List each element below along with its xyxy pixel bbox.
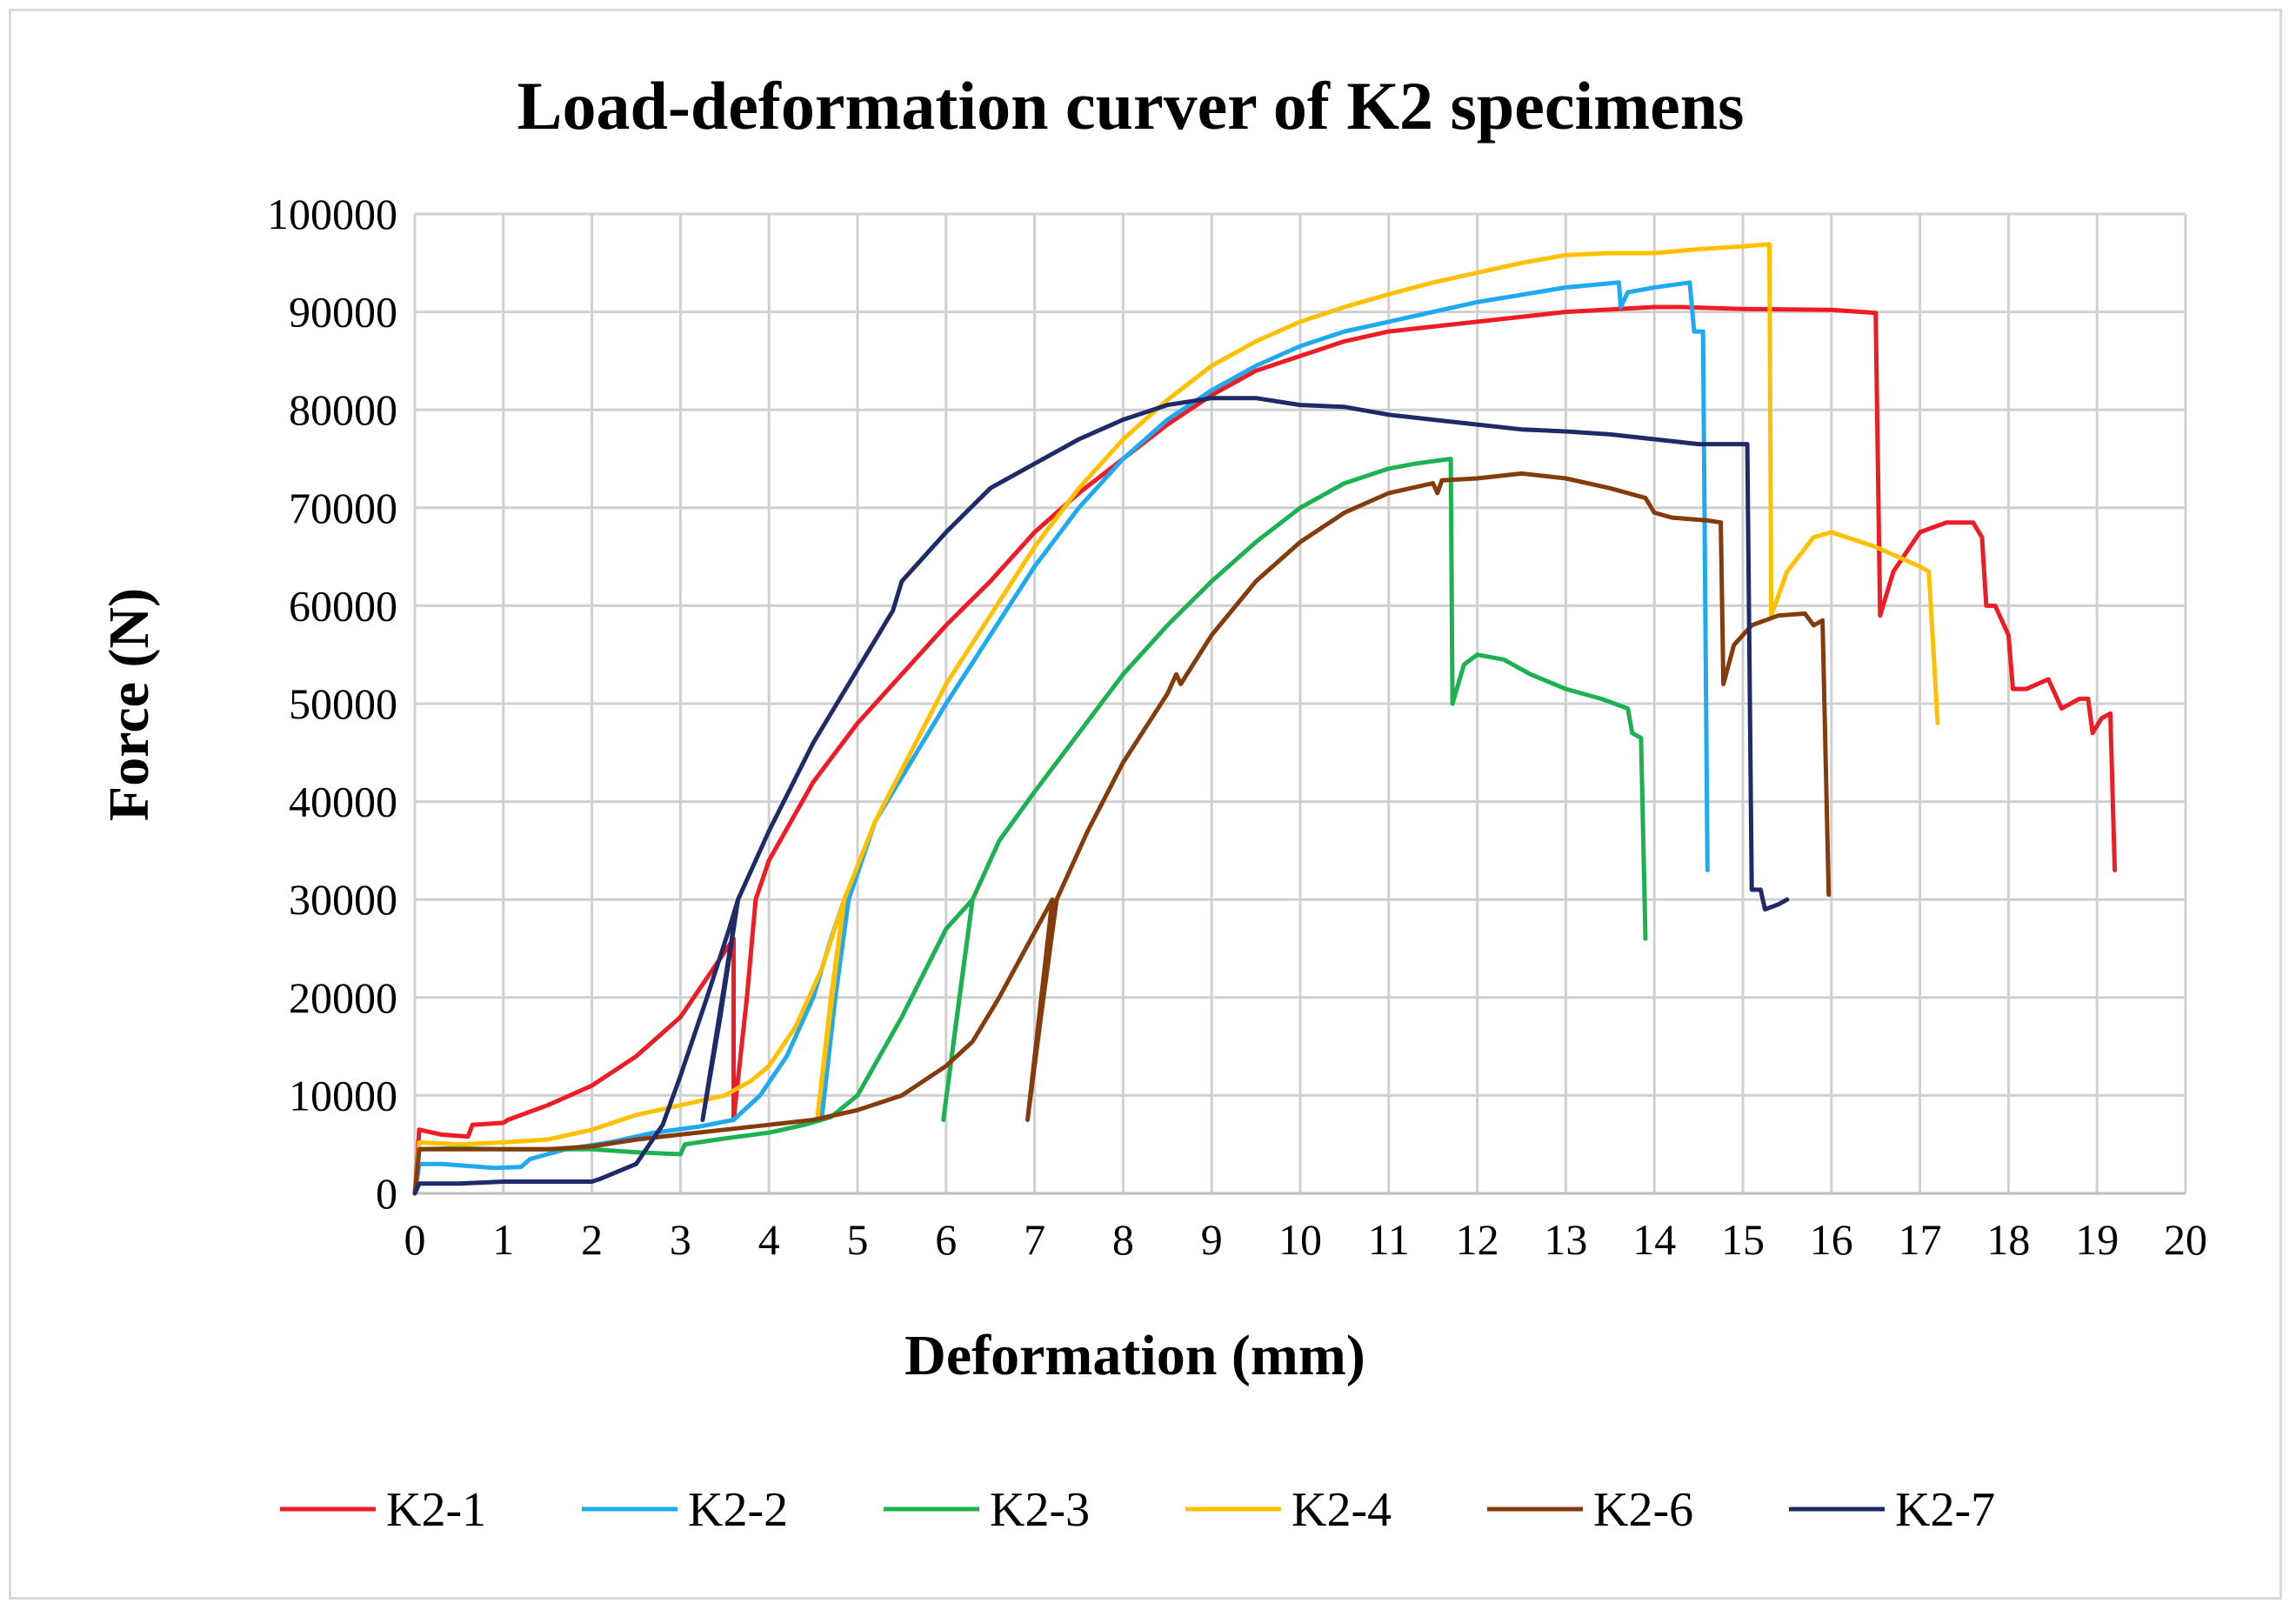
x-tick-label: 9 bbox=[1201, 1215, 1223, 1264]
legend: K2-1 K2-2 K2-3 K2-4 K2-6 K2-7 bbox=[280, 1483, 1995, 1537]
x-tick-label: 12 bbox=[1456, 1215, 1499, 1264]
x-tick-label: 5 bbox=[847, 1215, 869, 1264]
series-lines bbox=[412, 242, 2118, 1196]
series-line-K2-7 bbox=[412, 396, 1790, 1196]
chart-title: Load-deformation curver of K2 specimens bbox=[517, 68, 1744, 144]
series-line-K2-2 bbox=[412, 280, 1710, 1196]
x-tick-label: 3 bbox=[670, 1215, 691, 1264]
x-tick-label: 7 bbox=[1024, 1215, 1045, 1264]
y-tick-label: 20000 bbox=[289, 973, 397, 1022]
y-tick-label: 70000 bbox=[289, 484, 397, 532]
x-tick-label: 11 bbox=[1368, 1215, 1410, 1264]
legend-label-K2-3: K2-3 bbox=[990, 1483, 1090, 1537]
y-tick-label: 10000 bbox=[289, 1071, 397, 1119]
x-tick-label: 16 bbox=[1810, 1215, 1853, 1264]
x-tick-label: 6 bbox=[935, 1215, 957, 1264]
series-line-K2-6 bbox=[412, 471, 1832, 1196]
legend-label-K2-6: K2-6 bbox=[1593, 1483, 1693, 1537]
series-line-K2-3 bbox=[412, 457, 1648, 1196]
y-tick-label: 0 bbox=[376, 1169, 397, 1218]
x-tick-label: 18 bbox=[1986, 1215, 2030, 1264]
y-tick-label: 90000 bbox=[289, 288, 397, 337]
y-tick-label: 80000 bbox=[289, 385, 397, 434]
x-tick-label: 0 bbox=[404, 1215, 426, 1264]
y-tick-labels: 0 10000 20000 30000 40000 50000 60000 70000 8000… bbox=[267, 190, 397, 1218]
series-line-K2-1 bbox=[412, 304, 2118, 1196]
x-tick-label: 10 bbox=[1278, 1215, 1322, 1264]
y-tick-label: 50000 bbox=[289, 679, 397, 728]
x-tick-label: 4 bbox=[758, 1215, 780, 1264]
legend-label-K2-2: K2-2 bbox=[688, 1483, 788, 1537]
x-tick-label: 13 bbox=[1544, 1215, 1587, 1264]
x-tick-label: 1 bbox=[492, 1215, 514, 1264]
series-line-K2-4 bbox=[412, 242, 1940, 1196]
y-tick-label: 100000 bbox=[267, 190, 397, 238]
legend-label-K2-1: K2-1 bbox=[386, 1483, 486, 1537]
legend-label-K2-4: K2-4 bbox=[1292, 1483, 1392, 1537]
x-tick-label: 19 bbox=[2075, 1215, 2119, 1264]
x-tick-label: 17 bbox=[1899, 1215, 1942, 1264]
legend-label-K2-7: K2-7 bbox=[1895, 1483, 1995, 1537]
x-tick-label: 14 bbox=[1632, 1215, 1676, 1264]
x-tick-label: 2 bbox=[581, 1215, 603, 1264]
x-tick-label: 8 bbox=[1112, 1215, 1134, 1264]
y-axis-title: Force (N) bbox=[97, 588, 161, 821]
x-tick-labels: 0 1 2 3 4 5 6 7 8 9 10 11 12 13 14 15 16 17 18 19 20 bbox=[404, 1215, 2208, 1264]
grid bbox=[413, 212, 2187, 1195]
x-axis-title: Deformation (mm) bbox=[904, 1324, 1365, 1387]
x-tick-label: 15 bbox=[1721, 1215, 1765, 1264]
y-tick-label: 30000 bbox=[289, 875, 397, 924]
y-tick-label: 60000 bbox=[289, 581, 397, 630]
chart-frame bbox=[9, 9, 2282, 1600]
y-tick-label: 40000 bbox=[289, 778, 397, 826]
x-tick-label: 20 bbox=[2164, 1215, 2207, 1264]
